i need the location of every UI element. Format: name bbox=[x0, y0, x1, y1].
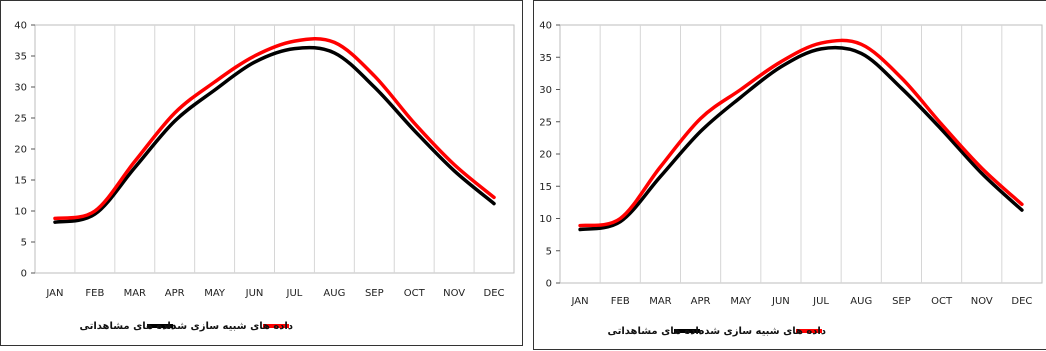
y-tick-label: 30 bbox=[14, 83, 27, 94]
y-tick-label: 0 bbox=[546, 279, 552, 290]
x-tick-label-mar: MAR bbox=[649, 296, 671, 307]
y-tick-label: 25 bbox=[539, 117, 552, 128]
x-tick-label-apr: APR bbox=[165, 288, 185, 299]
x-tick-label-jul: JUL bbox=[812, 296, 829, 307]
legend-label-1: داده های شبیه سازی شده bbox=[166, 321, 293, 332]
x-tick-label-aug: AUG bbox=[850, 296, 872, 307]
x-tick-label-dec: DEC bbox=[1011, 296, 1032, 307]
y-tick-label: 5 bbox=[546, 246, 552, 257]
chart-panel-left: 0 5 10 15 20 25 30 35 40 JAN FEB MAR APR MAY JUN JUL AUG… bbox=[0, 0, 523, 346]
x-tick-label-apr: APR bbox=[691, 296, 711, 307]
x-tick-label-aug: AUG bbox=[323, 288, 345, 299]
x-tick-label-mar: MAR bbox=[124, 288, 146, 299]
y-tick-label: 10 bbox=[539, 214, 552, 225]
legend-label-0: داده های مشاهداتی bbox=[607, 326, 704, 337]
legend-label-1: داده های شبیه سازی شده bbox=[699, 326, 826, 337]
x-tick-label-jun: JUN bbox=[771, 296, 790, 307]
y-tick-label: 40 bbox=[14, 21, 27, 32]
y-tick-label: 10 bbox=[14, 207, 27, 218]
x-tick-label-dec: DEC bbox=[484, 288, 505, 299]
x-tick-label-nov: NOV bbox=[971, 296, 993, 307]
y-tick-label: 25 bbox=[14, 114, 27, 125]
x-tick-label-may: MAY bbox=[730, 296, 752, 307]
x-tick-label-oct: OCT bbox=[404, 288, 426, 299]
y-tick-label: 35 bbox=[539, 53, 552, 64]
y-tick-label: 40 bbox=[539, 21, 552, 32]
x-tick-label-may: MAY bbox=[204, 288, 226, 299]
x-tick-label-jan: JAN bbox=[571, 296, 589, 307]
x-tick-label-oct: OCT bbox=[931, 296, 953, 307]
y-tick-label: 30 bbox=[539, 85, 552, 96]
y-tick-label: 15 bbox=[539, 182, 552, 193]
y-tick-label: 20 bbox=[539, 150, 552, 161]
y-tick-label: 15 bbox=[14, 176, 27, 187]
x-tick-label-jan: JAN bbox=[45, 288, 63, 299]
y-tick-label: 20 bbox=[14, 145, 27, 156]
x-tick-label-jul: JUL bbox=[286, 288, 303, 299]
line-chart-right: 0 5 10 15 20 25 30 35 40 JAN FEB MAR APR MAY JUN JUL AUG… bbox=[534, 1, 1046, 351]
y-tick-label: 0 bbox=[21, 269, 27, 280]
x-tick-label-feb: FEB bbox=[611, 296, 630, 307]
x-tick-label-nov: NOV bbox=[443, 288, 465, 299]
x-tick-label-feb: FEB bbox=[85, 288, 104, 299]
legend-label-0: داده های مشاهداتی bbox=[79, 321, 176, 332]
x-tick-label-jun: JUN bbox=[245, 288, 264, 299]
y-tick-label: 5 bbox=[21, 238, 27, 249]
line-chart-left: 0 5 10 15 20 25 30 35 40 JAN FEB MAR APR MAY JUN JUL AUG… bbox=[1, 1, 524, 347]
x-tick-label-sep: SEP bbox=[892, 296, 911, 307]
x-tick-label-sep: SEP bbox=[365, 288, 384, 299]
chart-panel-right: 0 5 10 15 20 25 30 35 40 JAN FEB MAR APR MAY JUN JUL AUG… bbox=[533, 0, 1046, 350]
y-tick-label: 35 bbox=[14, 52, 27, 63]
